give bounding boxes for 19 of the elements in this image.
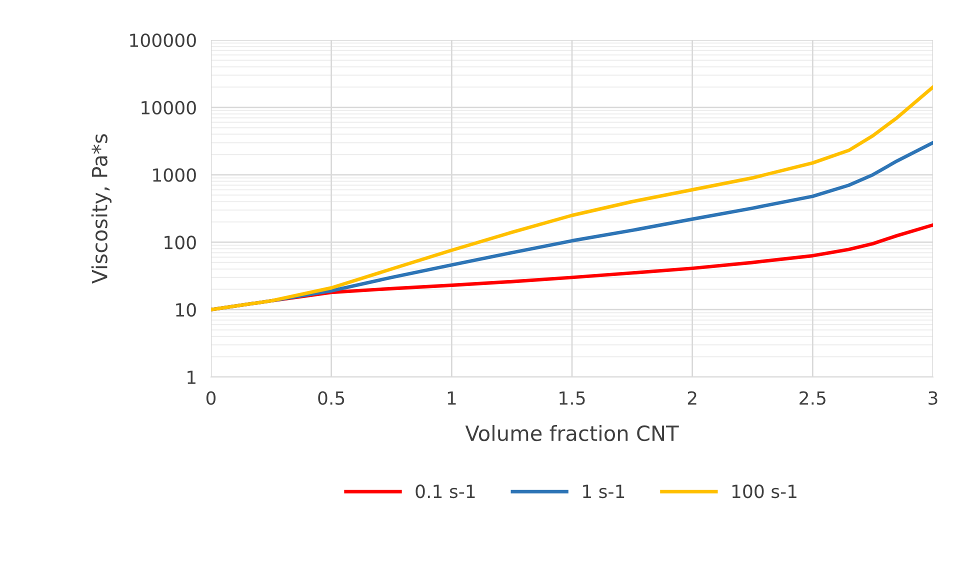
- x-tick-label: 2.5: [800, 391, 826, 405]
- y-axis-title: Viscosity, Pa*s: [91, 134, 112, 284]
- legend-label: 1 s-1: [583, 484, 624, 498]
- y-tick-label: 100000: [130, 33, 196, 48]
- legend-label: 0.1 s-1: [416, 484, 475, 498]
- legend-label: 100 s-1: [732, 484, 796, 498]
- y-tick-label: 1000: [153, 168, 196, 182]
- y-tick-label: 1: [188, 370, 196, 384]
- x-tick-label: 1: [448, 391, 456, 405]
- line-series: [211, 85, 933, 312]
- x-tick-label: 3: [928, 391, 938, 405]
- x-tick-label: 0.5: [318, 391, 344, 405]
- y-tick-label: 100: [164, 236, 196, 250]
- x-tick-label: 1.5: [560, 391, 585, 405]
- y-tick-label: 10: [176, 303, 196, 317]
- x-tick-label: 0: [206, 391, 216, 405]
- y-tick-label: 10000: [142, 100, 196, 115]
- x-axis-title: Volume fraction CNT: [465, 425, 679, 442]
- x-tick-label: 2: [688, 391, 696, 405]
